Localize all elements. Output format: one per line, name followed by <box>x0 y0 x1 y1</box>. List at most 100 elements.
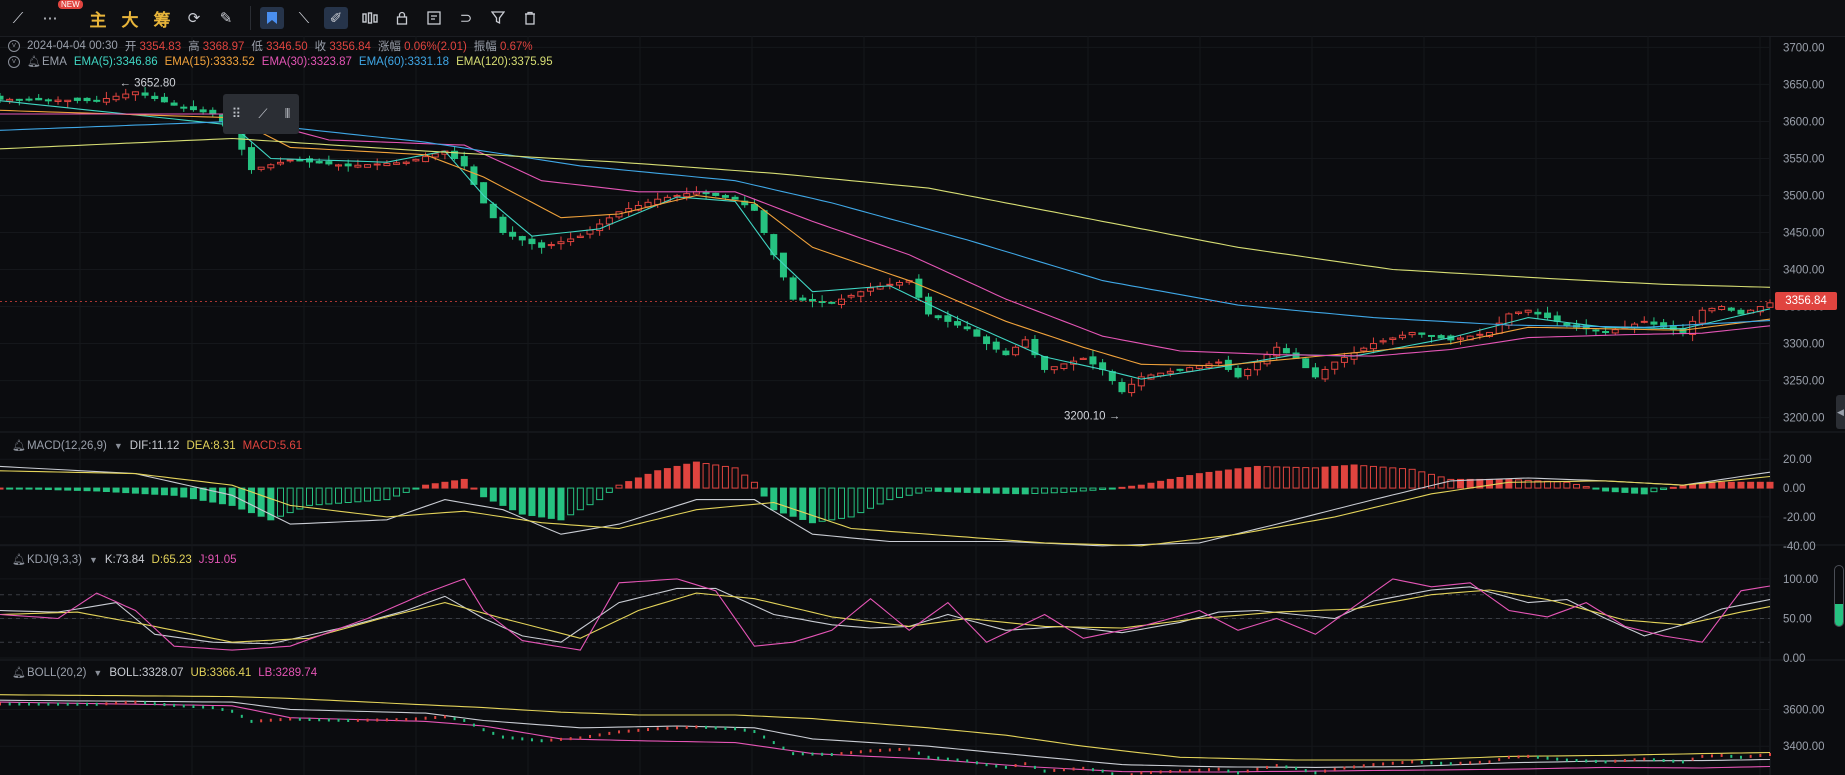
candle <box>712 192 720 197</box>
candle <box>1456 335 1464 345</box>
bell-icon[interactable]: 🔔︎ <box>12 554 26 566</box>
collapse-icon[interactable]: ˅ <box>8 55 20 68</box>
candle <box>199 106 207 115</box>
candle-body <box>1650 321 1658 325</box>
macd-histogram-bar <box>1108 487 1116 490</box>
macd-legend: 🔔︎ MACD(12,26,9) ▼ DIF:11.12 DEA:8.31 MA… <box>12 439 302 453</box>
macd-histogram-bar <box>1379 466 1387 489</box>
boll-price-mark <box>1353 765 1356 769</box>
chevron-down-icon[interactable]: ▼ <box>93 667 103 678</box>
boll-price-mark <box>1343 766 1346 770</box>
collapse-icon[interactable]: ˅ <box>8 40 20 52</box>
macd-histogram-bar <box>934 487 942 492</box>
bars-icon[interactable] <box>358 7 382 29</box>
bell-icon[interactable]: 🔔︎ <box>12 667 26 679</box>
boll-ub-value: UB:3366.41 <box>190 666 252 679</box>
candle <box>1534 308 1542 319</box>
candle <box>189 100 197 112</box>
chevron-down-icon[interactable]: ▼ <box>113 440 123 451</box>
note-icon[interactable] <box>422 7 446 29</box>
line-tool-icon[interactable]: ⟋ <box>258 106 268 121</box>
brush-icon[interactable]: ✐ <box>324 7 348 29</box>
boll-price-mark <box>1208 768 1211 772</box>
grip-icon[interactable]: ⦀ <box>284 106 291 121</box>
candle <box>1640 316 1648 324</box>
big-order-button[interactable]: 大 <box>121 10 139 30</box>
candle-body <box>286 159 294 162</box>
candle <box>1331 361 1339 375</box>
candle-body <box>431 153 439 158</box>
boll-price-mark <box>966 759 969 763</box>
kdj-scroll-indicator[interactable] <box>1834 565 1844 627</box>
macd-panel <box>0 461 1774 547</box>
macd-histogram-bar <box>673 465 681 489</box>
boll-price-mark <box>937 756 940 760</box>
macd-histogram-bar <box>557 487 565 521</box>
candle-body <box>422 156 430 163</box>
macd-histogram-bar <box>509 487 517 511</box>
y-tick-label: 0.00 <box>1783 483 1805 495</box>
boll-price-mark <box>1382 762 1385 766</box>
candle <box>915 274 923 301</box>
macd-histogram-bar <box>1331 465 1339 489</box>
boll-price-mark <box>395 718 398 722</box>
more-icon[interactable]: ⋯ <box>42 10 58 27</box>
macd-histogram-bar <box>441 481 449 489</box>
macd-histogram-bar <box>141 487 149 495</box>
boll-price-mark <box>57 702 60 706</box>
candle-body <box>1360 347 1368 352</box>
candle-body <box>1563 323 1571 326</box>
macd-histogram-bar <box>122 487 130 494</box>
chip-distribution-button[interactable]: 筹 <box>153 10 171 30</box>
macd-histogram-bar <box>1263 466 1271 489</box>
floating-drawing-toolbar[interactable]: ⠿ ⟋ ⦀ <box>223 94 299 134</box>
macd-histogram-bar <box>1350 464 1358 489</box>
candle-body <box>799 297 807 301</box>
lock-icon[interactable] <box>390 7 414 29</box>
ema-legend: ˅ 🔔︎ EMA EMA(5):3346.86 EMA(15):3333.52 … <box>8 55 553 68</box>
trash-icon[interactable] <box>518 7 542 29</box>
boll-price-mark <box>705 725 708 729</box>
candle <box>1582 319 1590 335</box>
boll-price-mark <box>511 736 514 740</box>
macd-histogram-bar <box>1224 469 1232 489</box>
trend-line-icon[interactable]: ⟋ <box>12 9 24 27</box>
scroll-thumb[interactable] <box>1835 604 1843 626</box>
panel-expand-handle[interactable]: ◀ <box>1836 395 1845 429</box>
boll-price-mark <box>1643 757 1646 761</box>
boll-price-mark <box>1237 771 1240 775</box>
boll-price-mark <box>772 741 775 745</box>
boll-price-mark <box>318 718 321 722</box>
filter-icon[interactable] <box>486 7 510 29</box>
boll-price-mark <box>269 718 272 722</box>
bell-icon[interactable]: 🔔︎ <box>12 440 26 452</box>
candle <box>1737 308 1745 315</box>
macd-histogram-bar <box>489 487 497 502</box>
drag-handle-icon[interactable]: ⠿ <box>231 106 242 121</box>
boll-price-mark <box>685 725 688 729</box>
new-badge: NEW <box>58 0 83 9</box>
boll-legend: 🔔︎ BOLL(20,2) ▼ BOLL:3328.07 UB:3366.41 … <box>12 666 317 680</box>
chevron-down-icon[interactable]: ▼ <box>88 554 98 565</box>
candle-body <box>489 203 497 219</box>
magnet-icon[interactable]: ⊃ <box>459 10 473 27</box>
macd-histogram-bar <box>1756 481 1764 489</box>
ruler-icon[interactable]: ⟍ <box>298 9 310 27</box>
main-indicator-button[interactable]: 主 <box>89 10 107 30</box>
bookmark-icon[interactable] <box>260 7 284 29</box>
macd-histogram-bar <box>1621 487 1629 493</box>
candle-body <box>170 102 178 106</box>
candle-body <box>189 106 197 111</box>
macd-histogram-bar <box>1524 479 1532 489</box>
candle <box>1553 311 1561 327</box>
candle <box>509 226 517 240</box>
macd-line-dif <box>0 465 1771 547</box>
macd-histogram-bar <box>1534 480 1542 489</box>
tool-icon[interactable]: ✎ <box>219 10 233 27</box>
bell-icon[interactable]: 🔔︎ <box>27 56 41 68</box>
refresh-icon[interactable]: ⟳ <box>187 10 201 27</box>
macd-histogram-bar <box>1737 481 1745 489</box>
candle-body <box>992 341 1000 350</box>
candle <box>1031 335 1039 358</box>
